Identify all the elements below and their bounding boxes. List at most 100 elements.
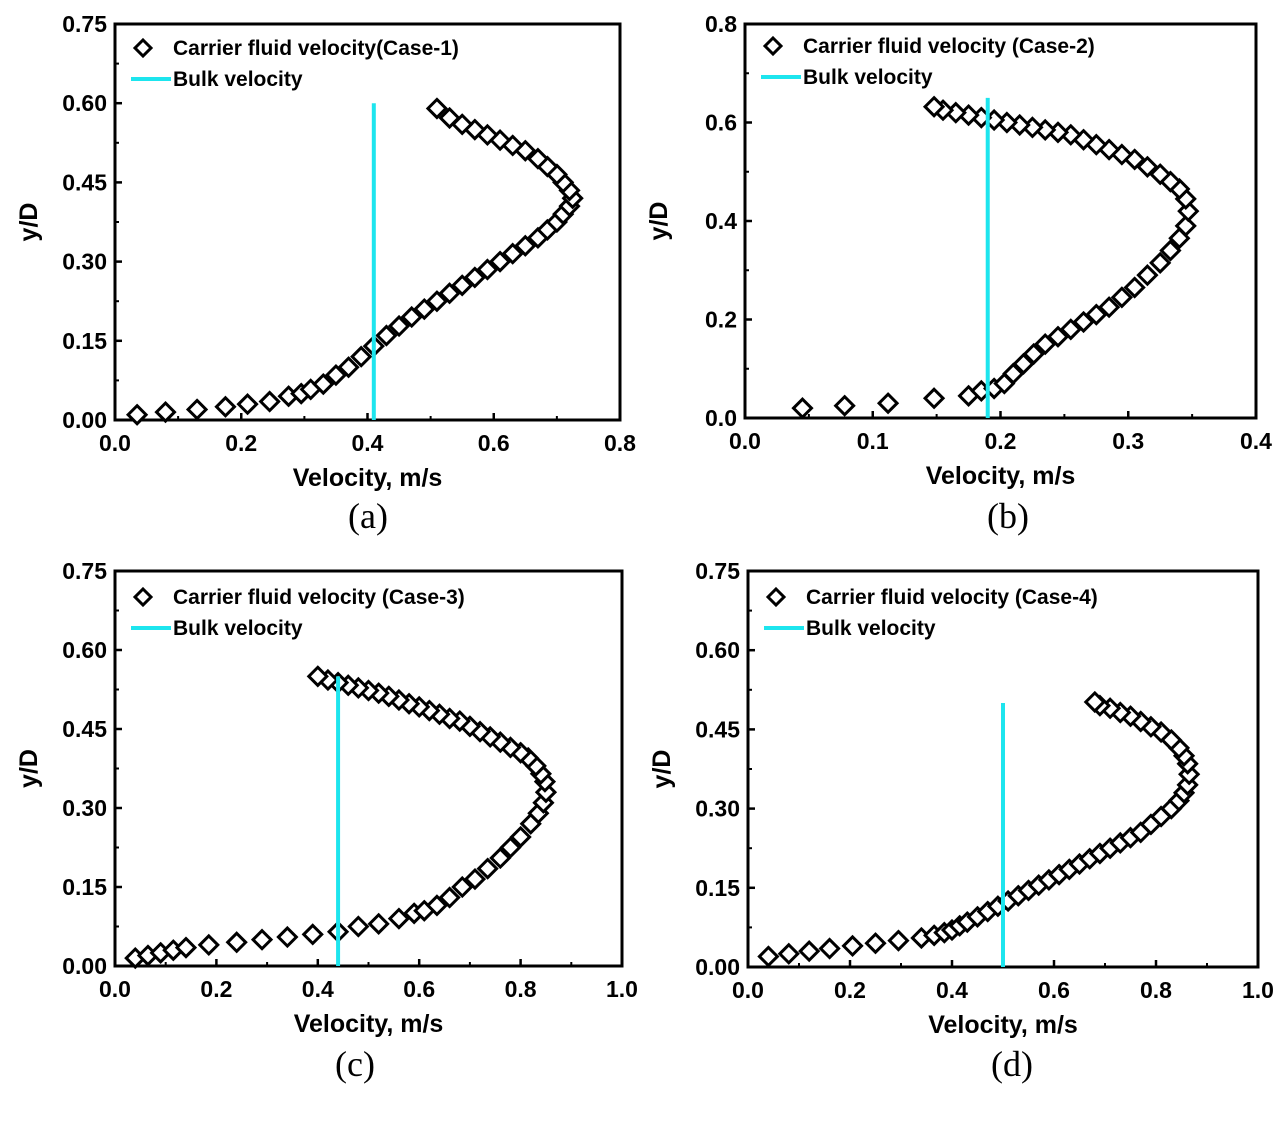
data-point-diamond <box>833 394 856 417</box>
y-tick-label: 0.6 <box>705 110 737 136</box>
x-tick-label: 0.8 <box>604 430 636 456</box>
data-point-diamond <box>236 393 259 416</box>
data-point-diamond <box>258 390 281 413</box>
legend-label-carrier: Carrier fluid velocity (Case-2) <box>803 35 1095 58</box>
panel-caption: (a) <box>348 496 388 536</box>
chart-panel-a: 0.0 0.2 0.4 0.6 0.8 0.00 0.15 0.30 0.45 0.60 0.75 V… <box>15 11 636 536</box>
data-point-diamond <box>425 97 449 120</box>
panel-caption: (c) <box>335 1044 375 1084</box>
y-tick-label: 0.30 <box>62 795 107 821</box>
y-tick-label: 0.8 <box>705 11 737 37</box>
data-point-diamond <box>225 931 248 954</box>
data-point-diamond <box>1174 214 1197 238</box>
panel-caption: (b) <box>987 496 1029 536</box>
y-tick-label: 0.0 <box>705 405 737 431</box>
data-point-diamond <box>301 923 324 946</box>
data-point-diamond <box>347 915 370 938</box>
x-tick-label: 0.6 <box>1038 977 1070 1003</box>
data-point-diamond <box>350 345 373 368</box>
data-point-diamond <box>1149 251 1172 274</box>
data-point-diamond <box>387 907 411 930</box>
data-point-diamond <box>1083 690 1106 714</box>
data-point-diamond <box>425 894 449 917</box>
data-point-diamond <box>154 400 177 424</box>
y-tick-label: 0.00 <box>62 407 107 433</box>
legend-label-carrier: Carrier fluid velocity (Case-4) <box>806 586 1098 609</box>
x-tick-label: 0.6 <box>478 430 510 456</box>
legend-label-bulk: Bulk velocity <box>173 68 303 91</box>
x-tick-label: 0.2 <box>200 976 232 1002</box>
x-tick-label: 1.0 <box>1242 977 1274 1003</box>
chart-panel-b: 0.0 0.1 0.2 0.3 0.4 0.0 0.2 0.4 0.6 0.8 Velocity, … <box>645 11 1272 536</box>
x-tick-label: 0.0 <box>729 428 761 454</box>
y-tick-label: 0.4 <box>705 208 737 234</box>
data-point-diamond <box>451 875 474 899</box>
data-point-diamond <box>306 665 329 688</box>
data-point-diamond <box>514 234 537 257</box>
legend-marker-diamond <box>132 37 154 59</box>
y-tick-label: 0.75 <box>695 558 740 584</box>
y-tick-label: 0.60 <box>695 637 740 663</box>
y-axis-title: y/D <box>645 202 673 241</box>
data-point-diamond <box>501 242 524 265</box>
data-point-diamond <box>451 274 474 297</box>
x-tick-label: 0.3 <box>1112 428 1144 454</box>
x-tick-label: 0.8 <box>1140 977 1172 1003</box>
y-tick-label: 0.00 <box>62 953 107 979</box>
y-tick-label: 0.75 <box>62 11 107 37</box>
data-point-diamond <box>499 836 522 859</box>
data-point-diamond <box>197 933 220 957</box>
data-point-diamond <box>1046 325 1070 348</box>
chart-panel-d: 0.0 0.2 0.4 0.6 0.8 1.0 0.00 0.15 0.30 0.45 0.60 0.… <box>648 558 1274 1084</box>
x-tick-label: 0.4 <box>936 977 968 1003</box>
data-point-diamond <box>1177 200 1200 223</box>
y-tick-label: 0.45 <box>62 716 107 742</box>
x-tick-label: 0.1 <box>857 428 889 454</box>
x-tick-label: 0.0 <box>99 976 131 1002</box>
data-point-diamond <box>185 398 209 421</box>
y-tick-label: 0.60 <box>62 637 107 663</box>
data-point-diamond <box>864 932 887 955</box>
x-tick-label: 0.2 <box>225 430 257 456</box>
legend-label-carrier: Carrier fluid velocity(Case-1) <box>173 37 459 60</box>
x-axis-title: Velocity, m/s <box>928 1011 1078 1039</box>
data-point-diamond <box>887 929 910 952</box>
data-point-diamond <box>375 324 398 347</box>
legend-marker-diamond <box>762 35 784 57</box>
x-tick-label: 0.0 <box>99 430 131 456</box>
legend-label-bulk: Bulk velocity <box>803 66 933 89</box>
y-tick-label: 0.45 <box>695 716 740 742</box>
x-tick-label: 0.6 <box>403 976 435 1002</box>
data-point-diamond <box>526 147 550 170</box>
x-tick-label: 0.2 <box>834 977 866 1003</box>
x-tick-label: 0.2 <box>985 428 1017 454</box>
x-tick-label: 0.4 <box>1240 428 1272 454</box>
data-point-diamond <box>1072 310 1095 334</box>
data-point-diamond <box>367 912 390 935</box>
x-axis-title: Velocity, m/s <box>926 462 1076 490</box>
legend-marker-diamond <box>765 586 787 608</box>
data-point-diamond <box>438 886 461 909</box>
x-axis-title: Velocity, m/s <box>293 464 443 492</box>
legend-label-bulk: Bulk velocity <box>173 617 303 640</box>
y-axis-title: y/D <box>15 203 43 242</box>
data-point-diamond <box>818 937 841 960</box>
data-point-diamond <box>1022 342 1045 366</box>
legend-label-carrier: Carrier fluid velocity (Case-3) <box>173 586 465 609</box>
data-point-diamond <box>174 936 198 959</box>
data-point-diamond <box>922 387 946 410</box>
y-tick-label: 0.15 <box>62 874 107 900</box>
data-point-diamond <box>509 825 532 849</box>
x-tick-label: 1.0 <box>606 976 638 1002</box>
data-point-diamond <box>1085 303 1108 326</box>
data-point-diamond <box>476 258 499 281</box>
data-point-diamond <box>798 940 821 963</box>
y-tick-label: 0.45 <box>62 169 107 195</box>
panel-caption: (d) <box>991 1044 1033 1084</box>
data-point-diamond <box>337 356 360 379</box>
data-point-diamond <box>489 846 512 870</box>
data-point-diamond <box>438 282 461 305</box>
data-point-diamond <box>438 106 461 130</box>
data-point-diamond <box>214 395 237 418</box>
data-point-diamond <box>125 403 149 426</box>
